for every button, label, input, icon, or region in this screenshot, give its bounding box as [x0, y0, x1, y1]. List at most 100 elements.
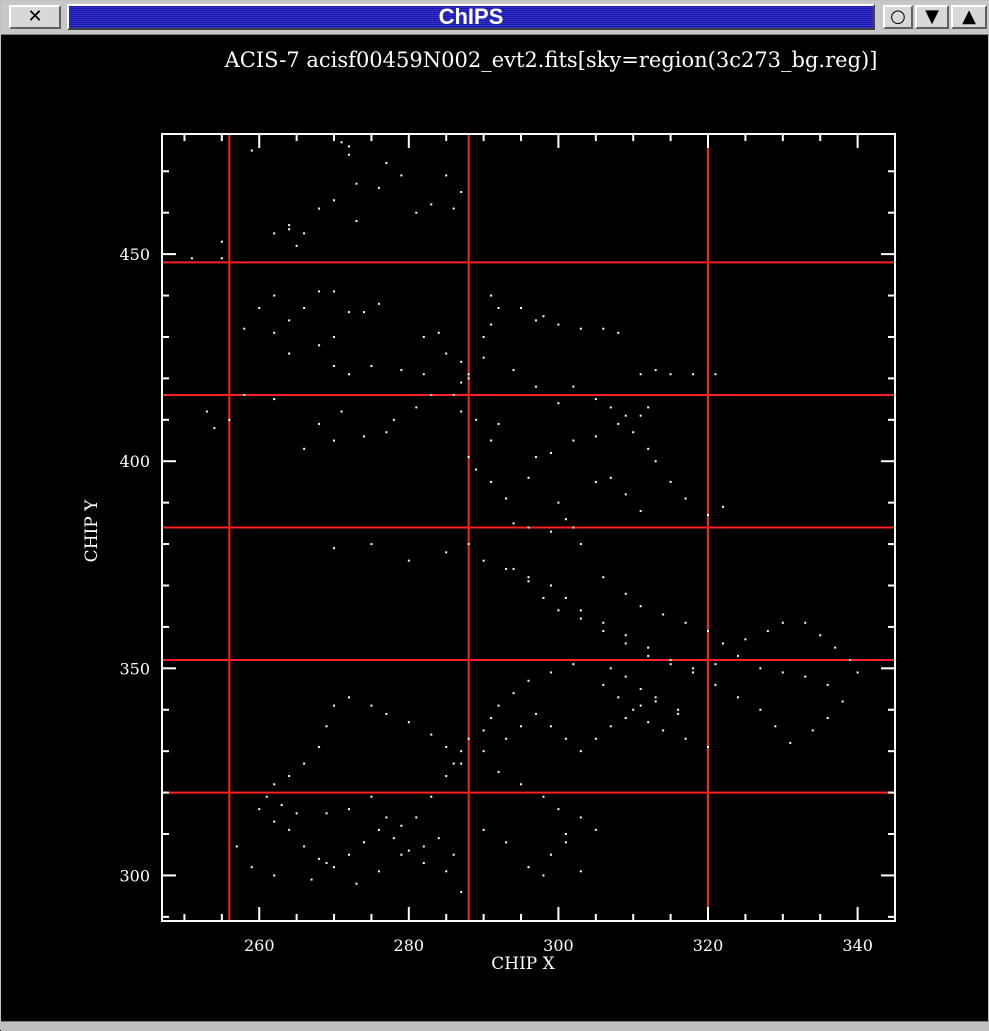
data-point	[445, 775, 448, 778]
data-point	[534, 712, 537, 715]
data-point	[736, 696, 739, 699]
data-point	[460, 891, 463, 894]
data-point	[228, 418, 231, 421]
data-point	[333, 364, 336, 367]
data-point	[826, 717, 829, 720]
data-point	[400, 824, 403, 827]
data-point	[325, 812, 328, 815]
data-point	[766, 630, 769, 633]
data-point	[826, 683, 829, 686]
data-point	[677, 708, 680, 711]
data-point	[804, 675, 807, 678]
data-point	[572, 385, 575, 388]
data-point	[288, 319, 291, 322]
data-point	[542, 596, 545, 599]
data-point	[549, 584, 552, 587]
data-point	[437, 331, 440, 334]
data-point	[527, 576, 530, 579]
data-point	[811, 729, 814, 732]
data-point	[684, 737, 687, 740]
window-title: ChIPS	[438, 4, 504, 29]
window-title-field[interactable]: ChIPS	[67, 4, 875, 30]
scatter-chart: ACIS-7 acisf00459N002_evt2.fits[sky=regi…	[82, 48, 896, 974]
data-point	[347, 153, 350, 156]
data-point	[520, 306, 523, 309]
data-point	[490, 480, 493, 483]
data-point	[370, 364, 373, 367]
data-point	[654, 696, 657, 699]
data-point	[647, 646, 650, 649]
data-point	[534, 319, 537, 322]
window-menu-button[interactable]: ▼	[915, 5, 949, 29]
data-point	[392, 418, 395, 421]
data-point	[602, 630, 605, 633]
data-point	[542, 315, 545, 318]
data-point	[714, 373, 717, 376]
data-point	[467, 543, 470, 546]
data-point	[355, 182, 358, 185]
data-point	[534, 456, 537, 459]
data-point	[639, 688, 642, 691]
data-point	[303, 306, 306, 309]
data-point	[564, 518, 567, 521]
data-point	[684, 621, 687, 624]
data-point	[422, 862, 425, 865]
data-point	[721, 642, 724, 645]
data-point	[213, 427, 216, 430]
data-point	[273, 783, 276, 786]
data-point	[781, 671, 784, 674]
data-point	[542, 874, 545, 877]
data-point	[445, 352, 448, 355]
data-point	[512, 567, 515, 570]
data-point	[549, 853, 552, 856]
data-point	[422, 335, 425, 338]
data-point	[557, 609, 560, 612]
data-point	[333, 335, 336, 338]
data-point	[609, 406, 612, 409]
data-point	[452, 762, 455, 765]
data-point	[318, 746, 321, 749]
close-button[interactable]: ✕	[9, 5, 61, 29]
data-point	[273, 331, 276, 334]
data-point	[639, 605, 642, 608]
data-point	[347, 373, 350, 376]
data-point	[347, 145, 350, 148]
maximize-button[interactable]: ▲	[951, 5, 987, 29]
data-point	[467, 373, 470, 376]
data-point	[295, 812, 298, 815]
data-point	[542, 795, 545, 798]
data-point	[721, 505, 724, 508]
data-point	[512, 692, 515, 695]
data-point	[564, 737, 567, 740]
data-point	[602, 576, 605, 579]
iconify-button[interactable]: ○	[883, 5, 913, 29]
data-point	[318, 857, 321, 860]
data-point	[415, 816, 418, 819]
data-point	[445, 551, 448, 554]
data-point	[235, 845, 238, 848]
data-point	[295, 244, 298, 247]
data-point	[377, 828, 380, 831]
data-point	[677, 712, 680, 715]
data-point	[647, 654, 650, 657]
data-point	[624, 414, 627, 417]
data-point	[370, 704, 373, 707]
x-tick-label: 280	[394, 936, 425, 955]
data-point	[288, 352, 291, 355]
data-point	[707, 630, 710, 633]
data-point	[400, 853, 403, 856]
data-point	[647, 406, 650, 409]
data-point	[497, 770, 500, 773]
data-point	[549, 725, 552, 728]
data-point	[490, 323, 493, 326]
data-point	[288, 775, 291, 778]
chart-title: ACIS-7 acisf00459N002_evt2.fits[sky=regi…	[224, 48, 878, 72]
title-bar[interactable]: ✕ ChIPS ○ ▼ ▲	[1, 1, 989, 35]
data-point	[647, 447, 650, 450]
data-point	[707, 514, 710, 517]
data-point	[430, 733, 433, 736]
data-point	[422, 845, 425, 848]
data-point	[318, 422, 321, 425]
data-point	[250, 149, 253, 152]
data-point	[579, 750, 582, 753]
